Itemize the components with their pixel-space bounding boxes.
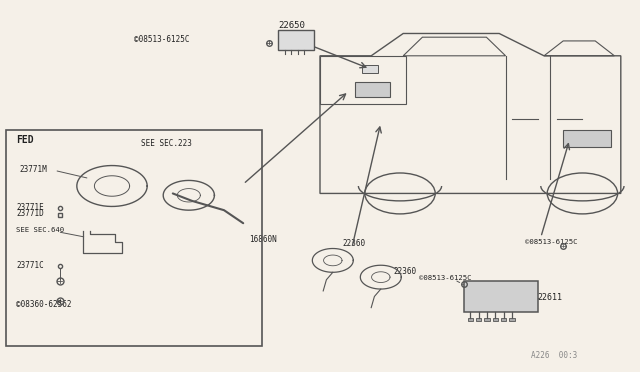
Text: 23771D: 23771D: [16, 209, 44, 218]
Bar: [464, 281, 538, 312]
Text: 22360: 22360: [342, 239, 365, 248]
Text: 22611: 22611: [538, 293, 563, 302]
Text: A226  00:3: A226 00:3: [531, 351, 577, 360]
Text: ©08360-62562: ©08360-62562: [16, 300, 72, 309]
Text: FED: FED: [16, 135, 34, 144]
Text: 23771E: 23771E: [16, 203, 44, 212]
Bar: [509, 318, 515, 321]
Bar: [563, 130, 611, 147]
Text: 23771C: 23771C: [16, 262, 44, 270]
Bar: [484, 318, 490, 321]
Text: ©08513-6125C: ©08513-6125C: [134, 35, 190, 44]
Text: ©08513-6125C: ©08513-6125C: [419, 275, 472, 281]
Bar: [476, 318, 481, 321]
Text: SEE SEC.223: SEE SEC.223: [141, 139, 191, 148]
Text: 16860N: 16860N: [250, 235, 277, 244]
Bar: [355, 82, 390, 97]
Text: 22360: 22360: [394, 267, 417, 276]
Bar: [468, 318, 473, 321]
Bar: [501, 318, 506, 321]
Bar: [362, 65, 378, 73]
Bar: [278, 30, 314, 50]
Bar: [6, 130, 262, 346]
Text: 22650: 22650: [278, 21, 305, 30]
Text: 23771M: 23771M: [19, 165, 47, 174]
Text: SEE SEC.640: SEE SEC.640: [16, 227, 64, 233]
Text: ©08513-6125C: ©08513-6125C: [525, 239, 577, 245]
Bar: [320, 56, 406, 104]
Bar: [493, 318, 498, 321]
